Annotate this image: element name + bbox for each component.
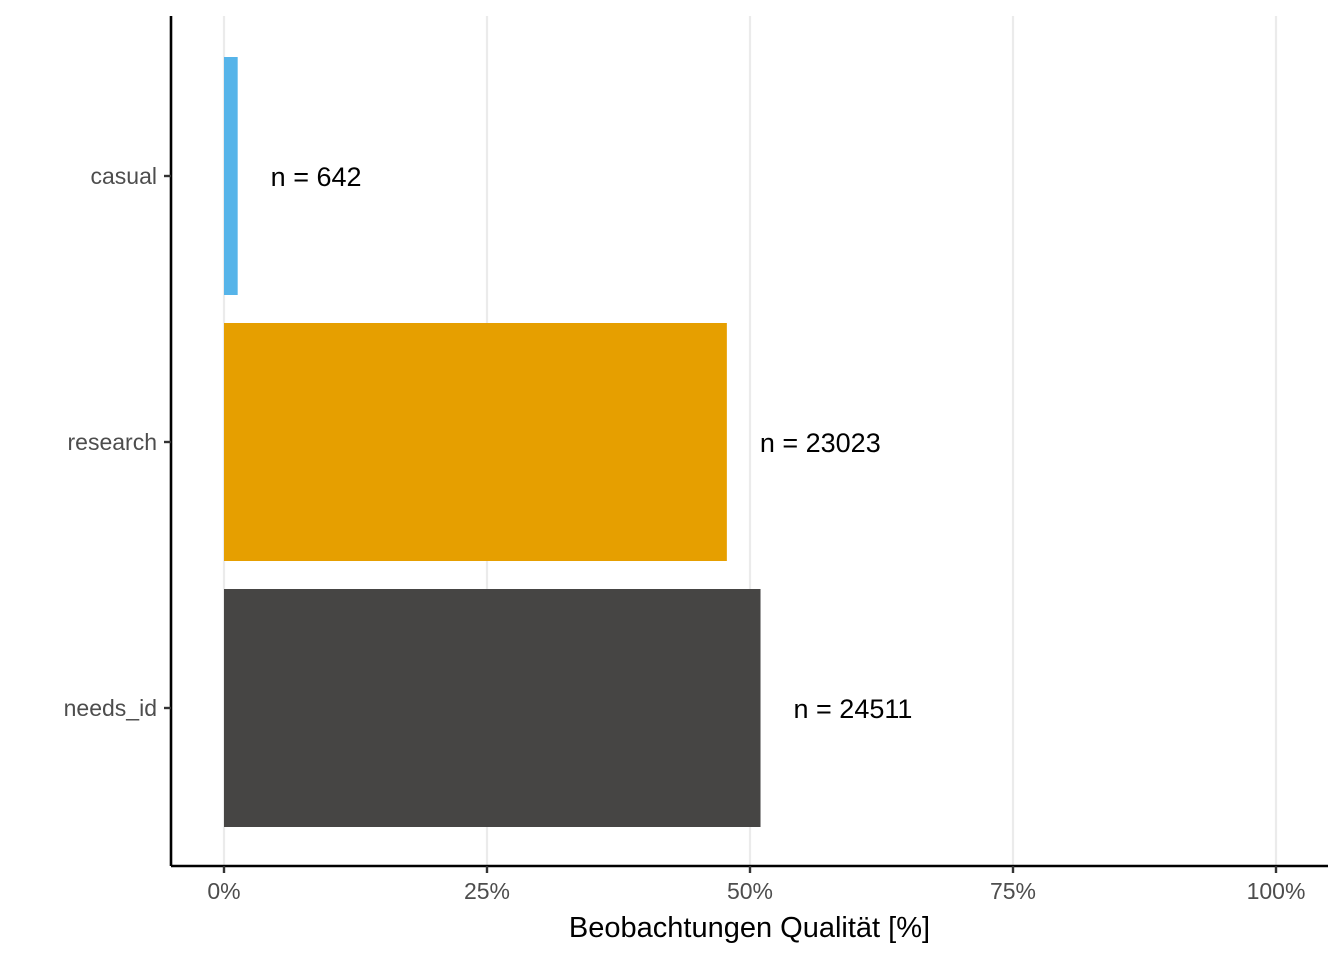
- x-tick-label-100: 100%: [1247, 878, 1306, 904]
- y-tick-label-needs_id: needs_id: [64, 695, 157, 721]
- bar-label-casual: n = 642: [271, 162, 362, 192]
- x-tick-label-75: 75%: [990, 878, 1036, 904]
- bar-labels: n = 642 n = 23023 n = 24511: [271, 162, 913, 724]
- bar-needs_id: [224, 589, 761, 827]
- bar-research: [224, 323, 727, 561]
- bar-label-research: n = 23023: [760, 428, 881, 458]
- y-tick-label-casual: casual: [91, 163, 157, 189]
- x-axis-title: Beobachtungen Qualität [%]: [569, 912, 930, 944]
- y-axis-ticks: casual research needs_id: [64, 163, 171, 721]
- bar-label-needs_id: n = 24511: [794, 694, 913, 724]
- bars: [224, 57, 761, 827]
- x-tick-label-50: 50%: [727, 878, 773, 904]
- x-axis-ticks: 0% 25% 50% 75% 100%: [207, 866, 1305, 904]
- y-tick-label-research: research: [68, 429, 157, 455]
- x-tick-label-25: 25%: [464, 878, 510, 904]
- bar-casual: [224, 57, 238, 295]
- x-tick-label-0: 0%: [207, 878, 240, 904]
